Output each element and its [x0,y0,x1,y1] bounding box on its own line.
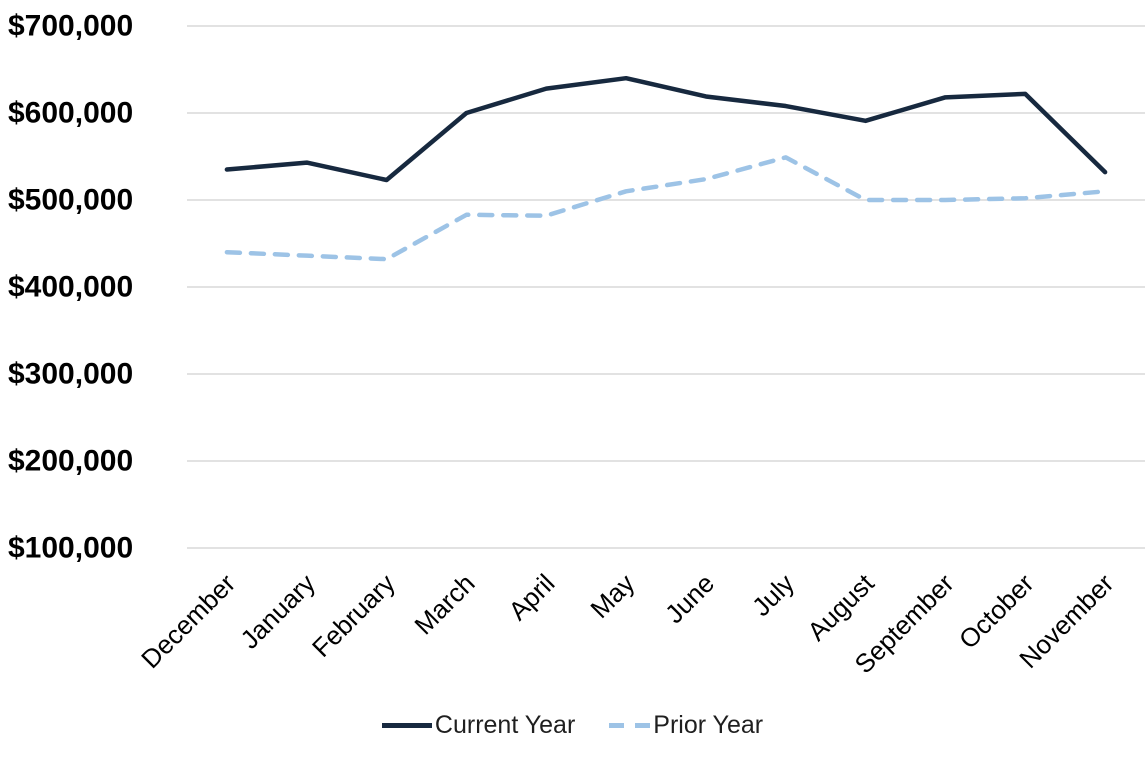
current-year-line-swatch [381,722,432,728]
x-tick-label-april: April [502,568,560,626]
legend-label-prior-year: Prior Year [653,710,764,739]
y-tick-label-600000: $600,000 [8,97,133,130]
chart-plot-area: $700,000 $600,000 $500,000 $400,000 $300,000… [8,10,1145,679]
y-tick-label-700000: $700,000 [8,10,133,43]
legend-item-prior-year: Prior Year [609,711,763,740]
x-tick-label-march: March [408,568,480,640]
y-tick-label-400000: $400,000 [8,271,133,304]
y-tick-label-300000: $300,000 [8,358,133,391]
series-line-current-year [224,75,1108,183]
y-tick-label-100000: $100,000 [8,532,133,565]
legend-label-current-year: Current Year [434,710,576,739]
x-tick-label-june: June [659,568,720,629]
chart-legend: Current Year Prior Year [0,694,1145,756]
x-tick-label-december: December [135,568,241,674]
x-tick-label-february: February [306,568,401,663]
y-tick-label-200000: $200,000 [8,445,133,478]
series-line-prior-year [224,155,1108,262]
x-tick-label-august: August [801,567,880,646]
x-tick-label-may: May [584,568,640,624]
prior-year-line-swatch [609,722,651,728]
y-tick-label-500000: $500,000 [8,184,133,217]
x-tick-label-july: July [746,568,800,622]
legend-item-current-year: Current Year [381,710,576,740]
